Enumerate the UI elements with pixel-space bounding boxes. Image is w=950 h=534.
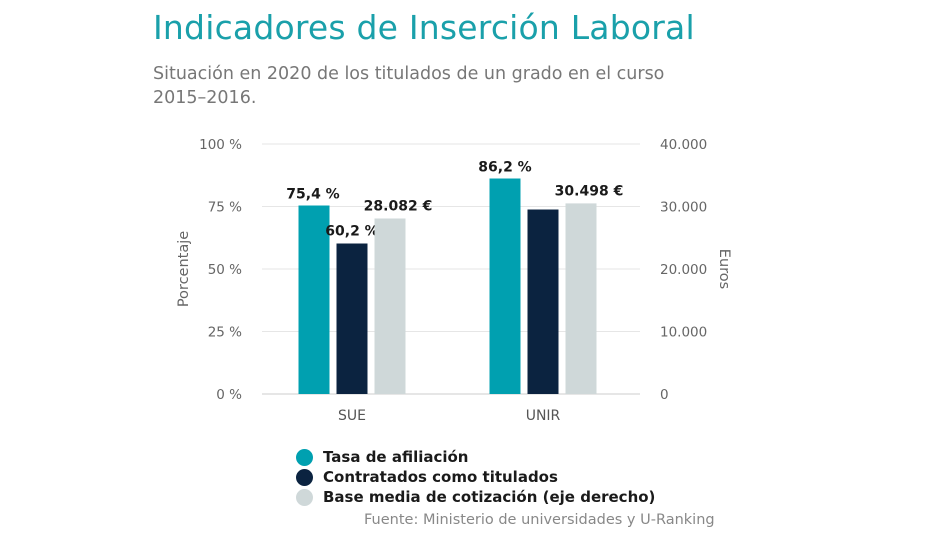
bar-sue-s0 — [298, 205, 330, 394]
chart-title: Indicadores de Inserción Laboral — [153, 8, 695, 47]
source-note: Fuente: Ministerio de universidades y U-… — [364, 512, 715, 528]
legend-swatch-afiliacion — [296, 448, 313, 466]
data-label: 28.082 € — [364, 198, 433, 214]
x-tick-label: SUE — [338, 408, 366, 424]
y-right-tick-label: 20.000 — [660, 262, 707, 278]
legend-item-cotizacion: Base media de cotización (eje derecho) — [296, 487, 655, 507]
bar-sue-s2 — [374, 218, 406, 394]
y-left-axis-title: Porcentaje — [176, 231, 192, 307]
y-left-tick-label: 25 % — [208, 325, 242, 341]
data-label: 30.498 € — [555, 183, 624, 199]
data-label: 86,2 % — [478, 160, 531, 176]
legend-item-contratados: Contratados como titulados — [296, 467, 655, 487]
bar-sue-s1 — [336, 243, 368, 394]
bar-chart: 0 % 0 25 % 10.000 50 % 20.000 75 % 30.000 100 % 4… — [176, 137, 732, 424]
legend-swatch-contratados — [296, 468, 313, 486]
y-left-tick-label: 50 % — [208, 262, 242, 278]
bar-unir-s0 — [489, 178, 521, 394]
legend-item-afiliacion: Tasa de afiliación — [296, 447, 655, 467]
legend-swatch-cotizacion — [296, 488, 313, 506]
y-right-tick-label: 30.000 — [660, 200, 707, 216]
legend-label-cotizacion: Base media de cotización (eje derecho) — [323, 488, 656, 506]
y-left-tick-label: 75 % — [208, 200, 242, 216]
legend-label-contratados: Contratados como titulados — [323, 468, 558, 486]
y-left-tick-label: 0 % — [216, 387, 242, 403]
legend: Tasa de afiliación Contratados como titu… — [296, 447, 655, 507]
y-left-tick-label: 100 % — [199, 137, 242, 153]
bar-unir-s1 — [527, 209, 559, 394]
y-right-tick-label: 10.000 — [660, 325, 707, 341]
data-label: 75,4 % — [286, 187, 339, 203]
y-right-tick-label: 0 — [660, 387, 669, 403]
y-right-tick-label: 40.000 — [660, 137, 707, 153]
y-right-axis-title: Euros — [716, 249, 732, 289]
bar-unir-s2 — [565, 203, 597, 394]
x-tick-label: UNIR — [526, 408, 561, 424]
legend-label-afiliacion: Tasa de afiliación — [323, 448, 469, 466]
data-label: 60,2 % — [325, 224, 378, 240]
chart-subtitle: Situación en 2020 de los titulados de un… — [153, 64, 665, 108]
